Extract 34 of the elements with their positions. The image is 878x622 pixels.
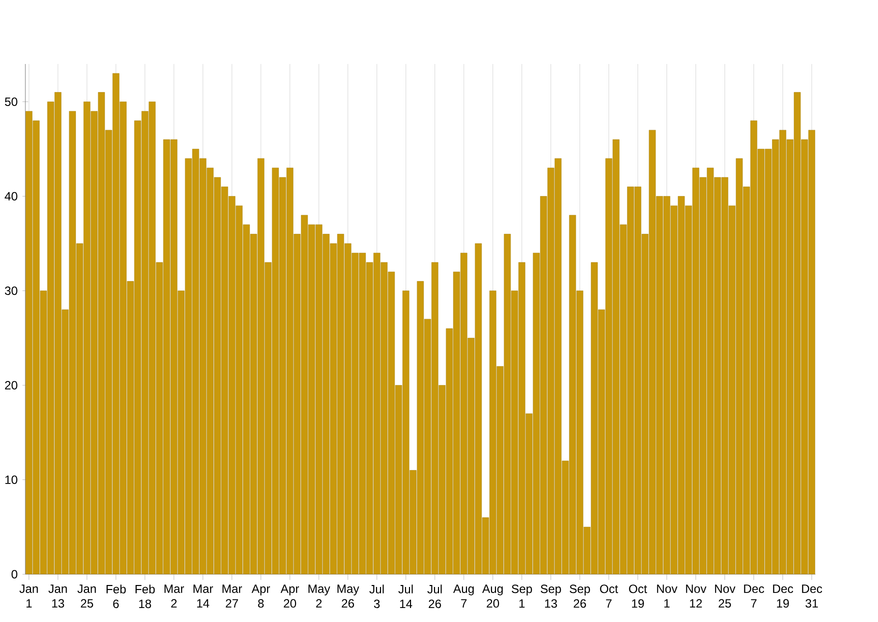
x-tick-label: Feb 6 [106,584,126,608]
x-tick-label: Jan 13 [48,584,67,608]
x-tick-label: Jan 25 [77,584,96,608]
x-tick-label: Nov 1 [657,584,678,608]
y-tick-label: 50 [4,97,18,106]
y-tick-label: 20 [5,380,18,390]
x-tick-label: Mar 27 [222,584,242,608]
y-tick-label: 30 [4,286,18,295]
x-tick-label: Jan 1 [19,584,38,608]
x-tick-label: Jul 14 [398,584,413,608]
x-tick-label: Apr 20 [280,584,300,608]
x-tick-label: Sep 26 [570,584,590,608]
x-tick-label: Mar 2 [164,584,184,608]
x-tick-label: May 26 [338,584,360,608]
x-tick-label: Jul 3 [369,584,384,608]
x-tick-label: Aug 7 [453,584,474,608]
x-tick-label: Apr 8 [252,584,270,608]
x-tick-label: Nov 12 [686,584,706,608]
x-tick-label: Feb 18 [136,584,155,608]
x-tick-label: Sep 13 [540,584,561,608]
x-tick-label: Dec 19 [773,584,794,608]
x-tick-label: Aug 20 [482,584,503,608]
x-tick-label: Oct 7 [600,584,618,608]
y-tick-label: 40 [4,192,18,200]
x-tick-label: Mar 14 [194,584,214,608]
y-tick-label: 0 [12,570,18,578]
x-tick-label: Dec 7 [744,584,764,608]
x-tick-label: Sep 1 [512,584,532,608]
x-tick-label: May 2 [308,584,330,608]
x-tick-label: Oct 19 [629,584,648,608]
x-tick-label: Jul 26 [427,584,442,608]
x-tick-label: Dec 31 [802,584,822,608]
x-tick-label: Nov 25 [715,584,736,608]
y-tick-label: 10 [5,475,18,484]
